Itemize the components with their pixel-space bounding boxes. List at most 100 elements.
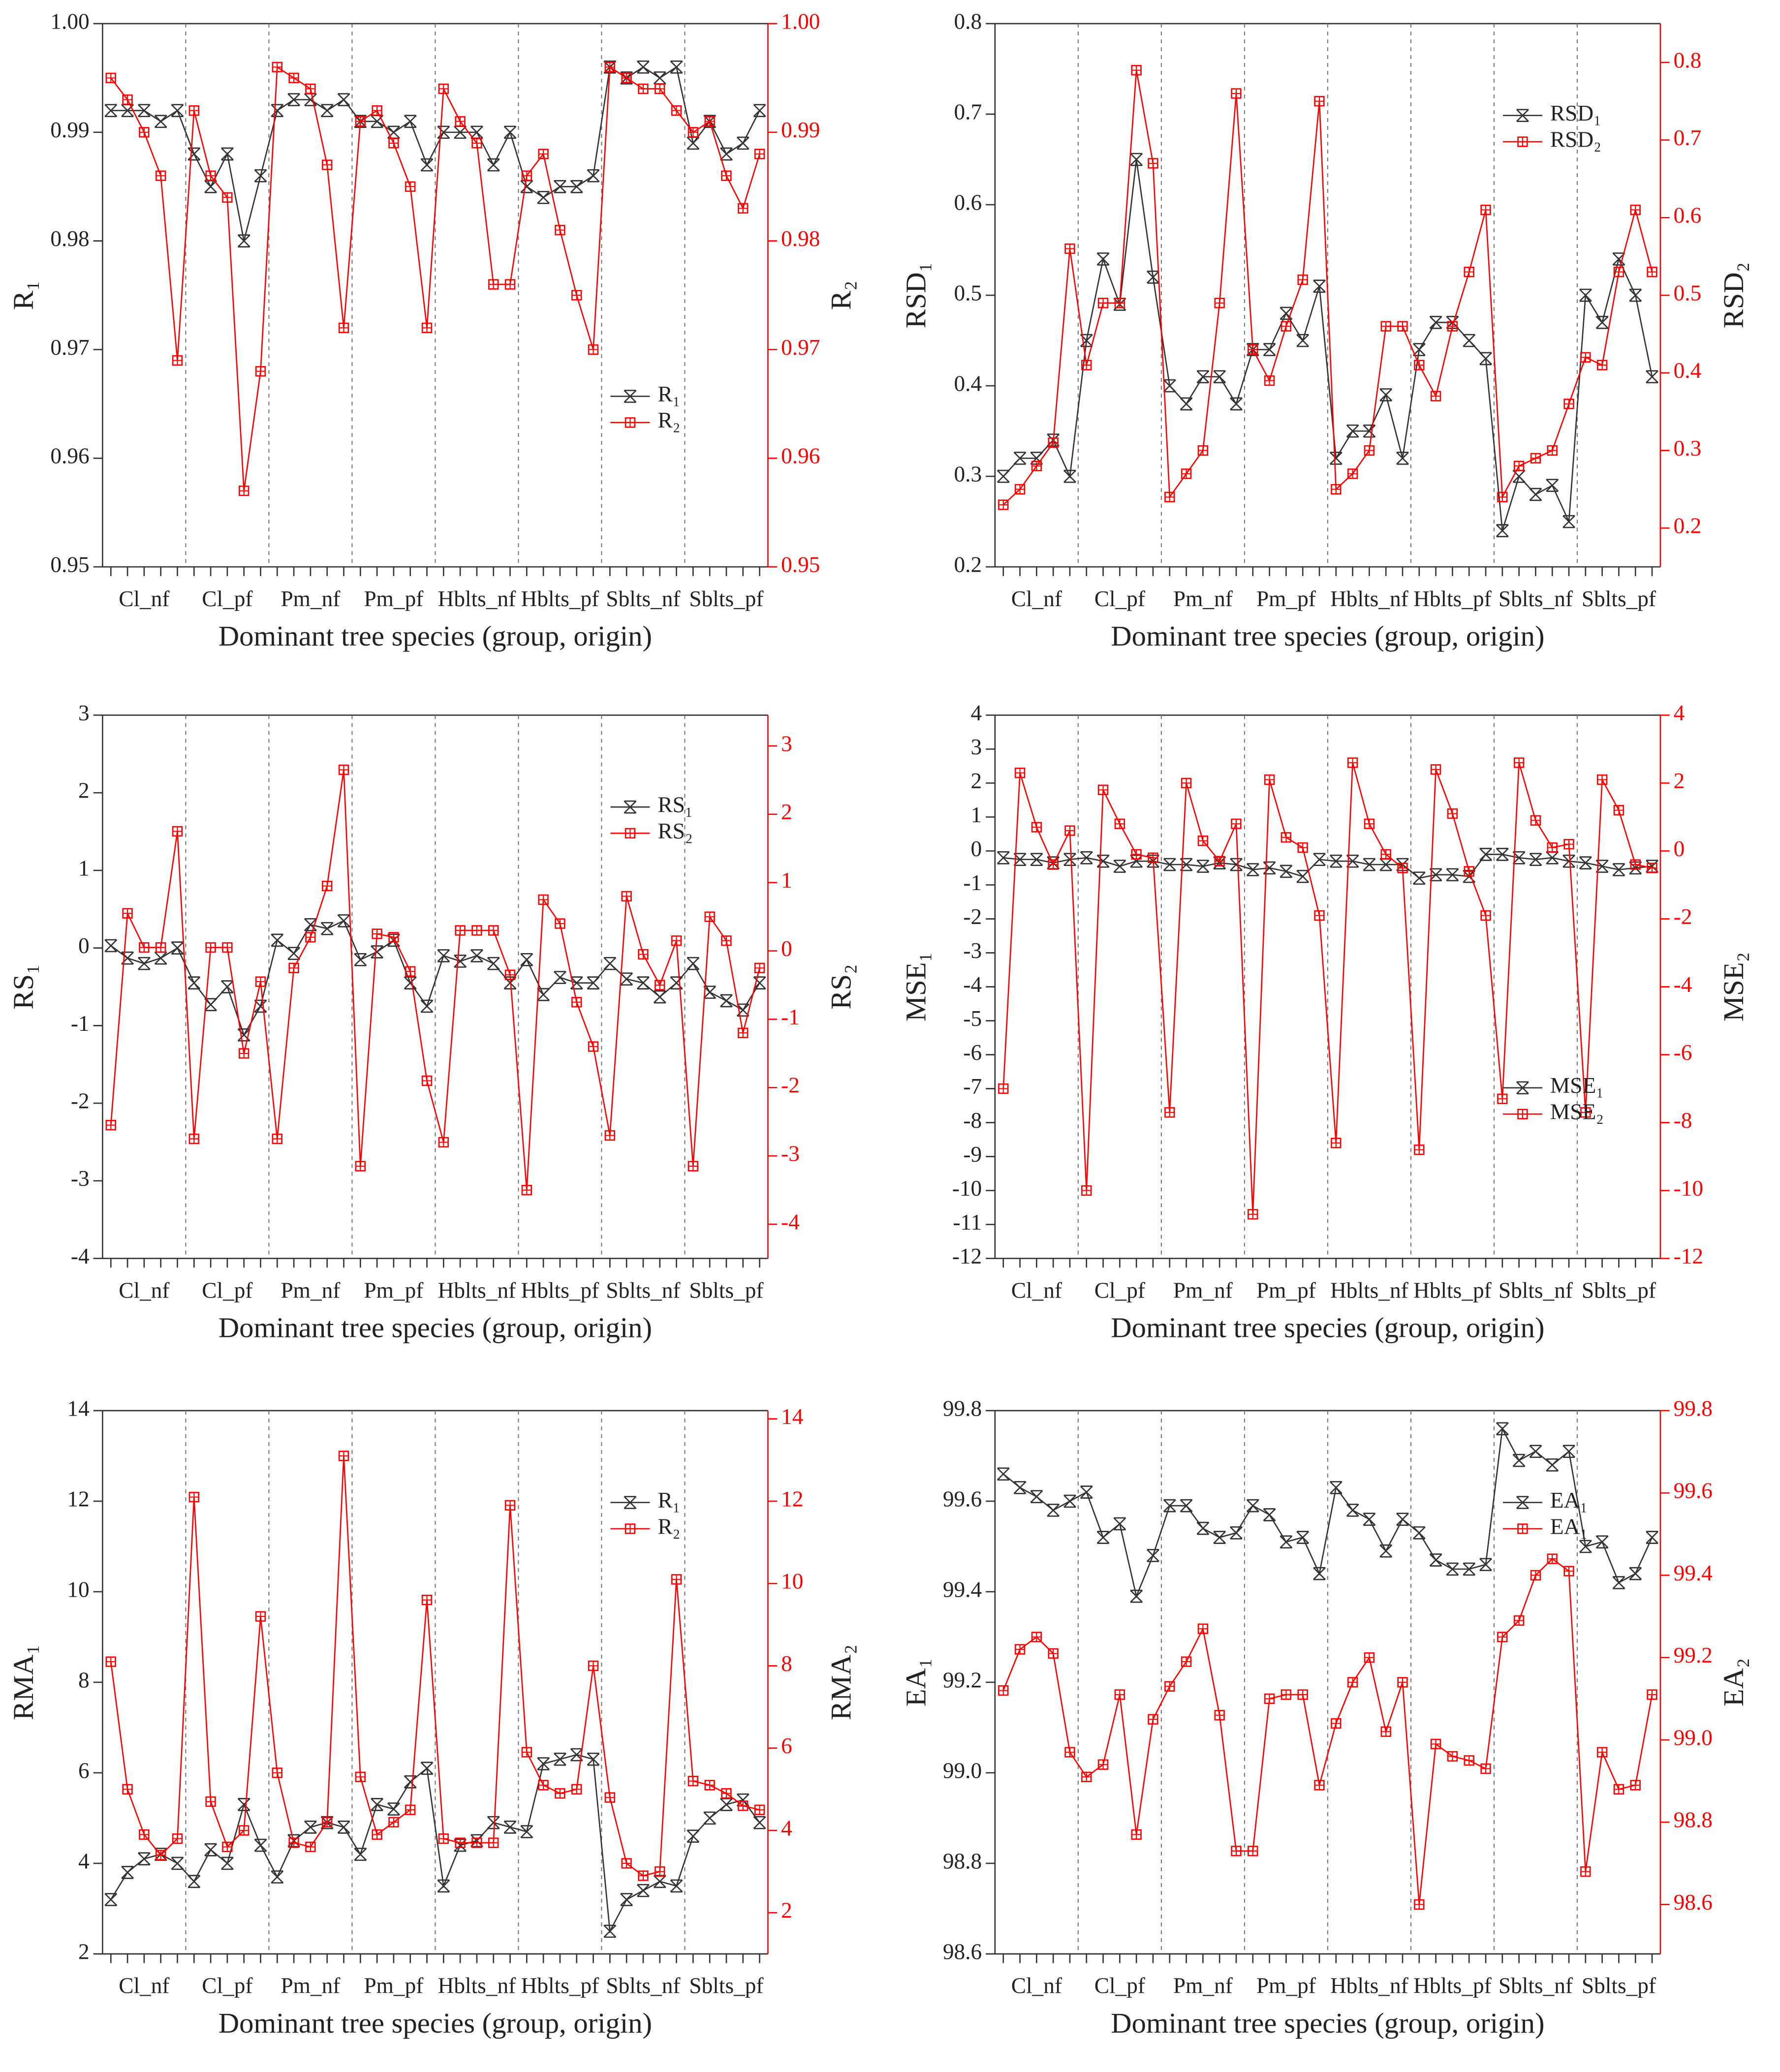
marker-x [1180, 1499, 1193, 1513]
marker-x [1013, 1481, 1027, 1494]
marker-cross [1265, 376, 1274, 385]
marker-x [624, 390, 637, 403]
data-point [488, 279, 499, 290]
data-point [387, 125, 400, 139]
data-point [687, 1829, 700, 1843]
marker-cross [688, 1161, 698, 1171]
y2-tick-label: 99.4 [1674, 1561, 1713, 1585]
y-tick-label: -4 [963, 972, 982, 997]
data-point [188, 105, 199, 116]
data-point [1264, 1693, 1275, 1704]
marker-cross [1381, 321, 1391, 331]
marker-x [1163, 379, 1176, 393]
marker-x [1579, 288, 1592, 302]
marker-cross [605, 1793, 615, 1802]
data-point [188, 1133, 199, 1144]
data-point [1630, 1780, 1641, 1791]
data-point [1031, 1632, 1042, 1642]
marker-x [670, 1879, 683, 1893]
marker-cross [422, 1076, 432, 1085]
data-point [655, 83, 665, 94]
data-point [172, 1833, 183, 1844]
x-tick-label: Sblts_nf [1499, 587, 1573, 611]
marker-cross [1597, 1747, 1607, 1757]
data-point [255, 1611, 266, 1622]
data-point [438, 83, 449, 94]
x-axis-title: Dominant tree species (group, origin) [1111, 620, 1544, 652]
data-point [488, 925, 499, 936]
marker-cross [339, 323, 348, 333]
marker-cross [139, 127, 149, 137]
x-tick-label: Pm_nf [281, 1974, 341, 1998]
marker-cross [1448, 321, 1457, 331]
data-point [554, 971, 566, 984]
marker-x [320, 104, 334, 117]
marker-cross [372, 1830, 382, 1839]
x-tick-label: Sblts_nf [1499, 1974, 1573, 1998]
marker-cross [672, 936, 681, 946]
x-tick-label: Cl_nf [1011, 1278, 1062, 1302]
data-point [1579, 288, 1592, 302]
y2-axis-title: RMA₂ [825, 1644, 857, 1720]
data-point [438, 1833, 449, 1844]
marker-cross [1015, 485, 1025, 494]
data-point [1246, 1499, 1259, 1513]
data-point [1081, 360, 1092, 371]
x-tick-label: Pm_nf [281, 1278, 341, 1302]
data-point [122, 1784, 133, 1795]
data-point [1197, 1623, 1209, 1634]
marker-cross [1581, 1867, 1591, 1877]
marker-x [420, 1762, 434, 1775]
data-point [1047, 1503, 1060, 1517]
data-point [437, 125, 450, 139]
data-point [1647, 863, 1657, 873]
marker-x [1013, 853, 1027, 866]
data-point [338, 764, 349, 775]
data-point [222, 942, 233, 953]
marker-x [670, 60, 683, 74]
data-point [454, 955, 467, 968]
data-point [420, 999, 434, 1013]
marker-x [1562, 515, 1575, 528]
legend-marker [1517, 1523, 1528, 1534]
y-tick-label: -2 [963, 904, 982, 929]
data-point [754, 149, 765, 159]
marker-cross [322, 1817, 332, 1827]
marker-x [1263, 861, 1276, 875]
data-point [1263, 1508, 1276, 1521]
data-point [1197, 445, 1209, 456]
data-point [1113, 860, 1126, 873]
x-axis-title: Dominant tree species (group, origin) [1111, 2007, 1544, 2039]
data-point [1347, 468, 1358, 479]
marker-x [287, 93, 301, 106]
legend-marker [1516, 1081, 1529, 1095]
y2-tick-label: 3 [781, 731, 792, 756]
y2-tick-label: 10 [781, 1569, 803, 1594]
data-point [1096, 252, 1110, 266]
marker-x [1263, 1508, 1276, 1521]
marker-cross [1481, 205, 1491, 215]
data-point [637, 60, 650, 74]
marker-x [171, 104, 184, 117]
marker-x [1196, 370, 1210, 383]
marker-x [1595, 315, 1609, 329]
data-point [1346, 854, 1359, 868]
data-point [320, 104, 334, 117]
data-point [1263, 861, 1276, 875]
marker-cross [1048, 1649, 1058, 1658]
legend-label: EA₁ [1550, 1514, 1588, 1539]
data-point [404, 976, 417, 990]
marker-cross [1298, 275, 1308, 284]
x-tick-label: Sblts_pf [689, 1974, 764, 1998]
x-tick-label: Cl_nf [119, 1974, 170, 1998]
marker-x [1512, 1453, 1526, 1467]
y2-tick-label: 6 [781, 1733, 792, 1758]
marker-x [1163, 858, 1176, 871]
legend-marker [1516, 109, 1529, 123]
data-point [1181, 777, 1192, 789]
y-tick-label: 2 [78, 1939, 90, 1964]
marker-cross [589, 345, 598, 354]
x-tick-label: Hblts_nf [1330, 1278, 1409, 1302]
marker-cross [522, 1747, 531, 1757]
data-point [1529, 1445, 1542, 1458]
